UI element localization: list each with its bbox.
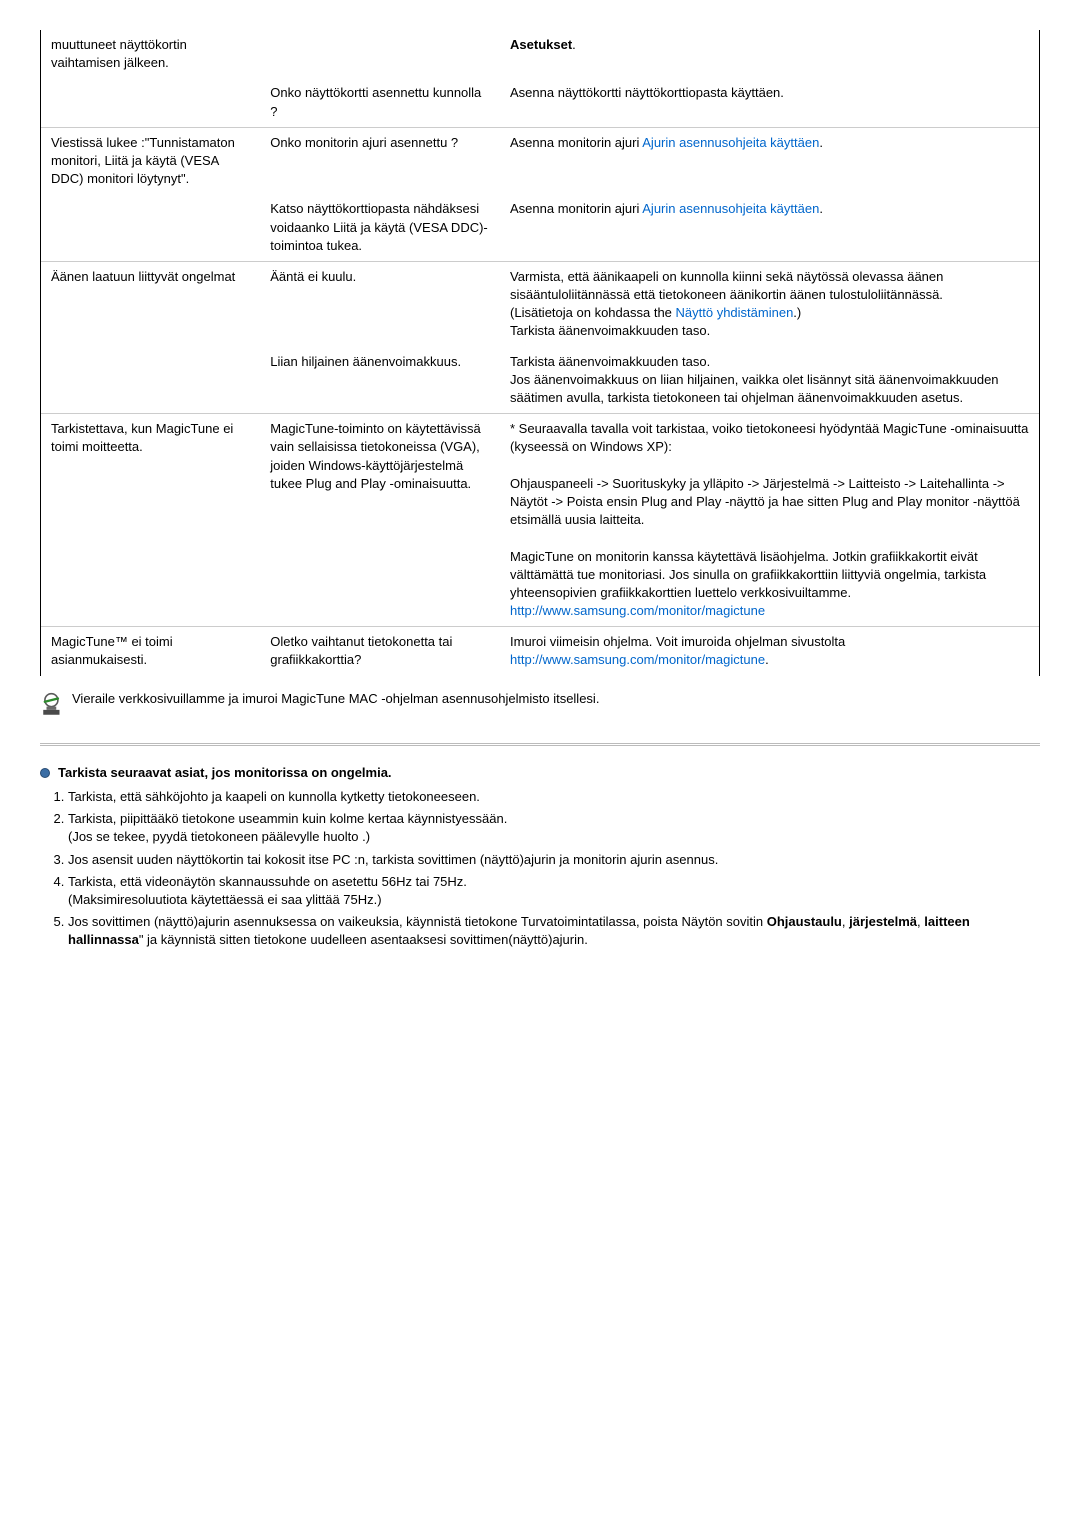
problem-cell <box>41 347 261 414</box>
table-row: MagicTune™ ei toimi asianmukaisesti.Olet… <box>41 627 1040 675</box>
link-ajurin-asennusohjeita-1[interactable]: Ajurin asennusohjeita käyttäen <box>642 135 819 150</box>
link-samsung-magictune-2[interactable]: http://www.samsung.com/monitor/magictune <box>510 652 765 667</box>
table-row: Katso näyttökorttiopasta nähdäksesi void… <box>41 194 1040 261</box>
check-cell <box>260 30 500 78</box>
solution-cell: Asenna monitorin ajuri Ajurin asennusohj… <box>500 194 1039 261</box>
check-item: Jos asensit uuden näyttökortin tai kokos… <box>68 851 1040 869</box>
table-row: Tarkistettava, kun MagicTune ei toimi mo… <box>41 414 1040 626</box>
check-cell: Oletko vaihtanut tietokonetta tai grafii… <box>260 627 500 675</box>
problem-cell: muuttuneet näyttökortin vaihtamisen jälk… <box>41 30 261 78</box>
problem-cell: Tarkistettava, kun MagicTune ei toimi mo… <box>41 414 261 626</box>
solution-cell: Asenna monitorin ajuri Ajurin asennusohj… <box>500 128 1039 195</box>
magictune-mac-note-text: Vieraile verkkosivuillamme ja imuroi Mag… <box>72 690 1040 708</box>
magictune-icon <box>40 692 66 718</box>
problem-cell: Äänen laatuun liittyvät ongelmat <box>41 262 261 347</box>
troubleshoot-table: muuttuneet näyttökortin vaihtamisen jälk… <box>40 30 1040 676</box>
check-item: Tarkista, piipittääkö tietokone useammin… <box>68 810 1040 846</box>
problem-cell: MagicTune™ ei toimi asianmukaisesti. <box>41 627 261 675</box>
check-item: Tarkista, että sähköjohto ja kaapeli on … <box>68 788 1040 806</box>
problem-cell <box>41 194 261 261</box>
solution-cell: Asenna näyttökortti näyttökorttiopasta k… <box>500 78 1039 126</box>
check-cell: Onko näyttökortti asennettu kunnolla ? <box>260 78 500 126</box>
checks-list: Tarkista, että sähköjohto ja kaapeli on … <box>40 788 1040 950</box>
check-cell: Ääntä ei kuulu. <box>260 262 500 347</box>
solution-cell: Varmista, että äänikaapeli on kunnolla k… <box>500 262 1039 347</box>
link-ajurin-asennusohjeita-2[interactable]: Ajurin asennusohjeita käyttäen <box>642 201 819 216</box>
problem-cell <box>41 78 261 126</box>
check-cell: Katso näyttökorttiopasta nähdäksesi void… <box>260 194 500 261</box>
table-row: Onko näyttökortti asennettu kunnolla ?As… <box>41 78 1040 126</box>
bullet-icon <box>40 768 50 778</box>
check-section-title: Tarkista seuraavat asiat, jos monitoriss… <box>58 764 392 782</box>
solution-cell: Tarkista äänenvoimakkuuden taso.Jos ääne… <box>500 347 1039 414</box>
solution-cell: Asetukset. <box>500 30 1039 78</box>
solution-cell: Imuroi viimeisin ohjelma. Voit imuroida … <box>500 627 1039 675</box>
solution-cell: * Seuraavalla tavalla voit tarkistaa, vo… <box>500 414 1039 626</box>
section-separator <box>40 743 1040 746</box>
link-naytto-yhdistaminen[interactable]: Näyttö yhdistäminen <box>676 305 794 320</box>
table-row: muuttuneet näyttökortin vaihtamisen jälk… <box>41 30 1040 78</box>
problem-cell: Viestissä lukee :"Tunnistamaton monitori… <box>41 128 261 195</box>
check-cell: Onko monitorin ajuri asennettu ? <box>260 128 500 195</box>
magictune-mac-note: Vieraile verkkosivuillamme ja imuroi Mag… <box>40 676 1040 731</box>
table-row: Viestissä lukee :"Tunnistamaton monitori… <box>41 128 1040 195</box>
check-section-header: Tarkista seuraavat asiat, jos monitoriss… <box>40 764 1040 782</box>
check-item: Jos sovittimen (näyttö)ajurin asennukses… <box>68 913 1040 949</box>
check-cell: Liian hiljainen äänenvoimakkuus. <box>260 347 500 414</box>
link-samsung-magictune-1[interactable]: http://www.samsung.com/monitor/magictune <box>510 603 765 618</box>
table-row: Liian hiljainen äänenvoimakkuus.Tarkista… <box>41 347 1040 414</box>
table-row: Äänen laatuun liittyvät ongelmatÄäntä ei… <box>41 262 1040 347</box>
check-item: Tarkista, että videonäytön skannaussuhde… <box>68 873 1040 909</box>
check-cell: MagicTune-toiminto on käytettävissä vain… <box>260 414 500 626</box>
